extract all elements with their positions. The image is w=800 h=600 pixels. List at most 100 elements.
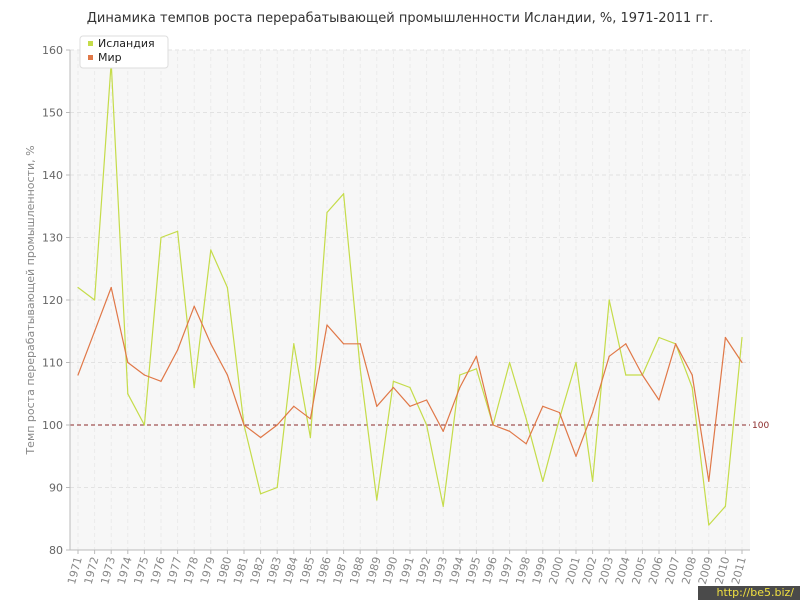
data-point-world <box>641 374 644 376</box>
data-point-iceland <box>409 386 411 389</box>
data-point-iceland <box>426 424 428 426</box>
series-group <box>77 61 743 526</box>
data-point-world <box>542 405 544 407</box>
grid <box>70 49 750 551</box>
data-point-world <box>293 405 295 407</box>
data-point-world <box>392 386 394 389</box>
data-point-world <box>724 336 727 339</box>
data-point-world <box>409 405 411 407</box>
data-point-world <box>376 405 378 407</box>
data-point-iceland <box>392 380 394 382</box>
y-axis-ticks: 80 90 100 110 120 130 140 150 160 <box>42 44 70 557</box>
y-tick-label: 160 <box>42 44 63 57</box>
data-point-iceland <box>226 286 228 289</box>
data-point-iceland <box>691 386 693 389</box>
data-point-world <box>475 355 477 357</box>
data-point-iceland <box>575 361 577 364</box>
y-axis-label: Темп роста перерабатывающей промышленнос… <box>24 145 37 455</box>
data-point-world <box>193 305 195 307</box>
y-tick-label: 120 <box>42 294 63 307</box>
reference-line: 100 <box>70 421 769 431</box>
legend-marker-iceland <box>88 41 93 46</box>
data-point-iceland <box>343 193 345 195</box>
y-tick-label: 80 <box>49 544 63 557</box>
data-point-iceland <box>293 343 295 345</box>
x-axis-ticks: 1971197219731974197519761977197819791980… <box>65 550 749 586</box>
data-point-iceland <box>376 499 378 501</box>
data-point-world <box>691 374 693 376</box>
data-point-iceland <box>442 505 444 507</box>
data-point-iceland <box>276 486 278 489</box>
data-point-world <box>177 349 179 351</box>
data-point-iceland <box>359 368 361 370</box>
data-point-world <box>459 386 461 389</box>
y-tick-label: 110 <box>42 357 63 370</box>
legend-marker-world <box>88 55 93 60</box>
data-point-world <box>94 330 96 332</box>
data-point-world <box>226 374 228 376</box>
data-point-iceland <box>509 361 511 364</box>
data-point-world <box>708 480 710 482</box>
data-point-world <box>525 443 527 445</box>
data-point-iceland <box>525 418 527 420</box>
data-point-world <box>359 343 361 345</box>
data-point-world <box>658 399 660 401</box>
data-point-world <box>326 324 328 326</box>
data-point-world <box>276 424 278 426</box>
data-point-world <box>608 355 610 357</box>
legend-box <box>79 35 169 69</box>
data-point-world <box>558 411 561 414</box>
data-point-world <box>442 430 444 432</box>
data-point-iceland <box>143 424 145 426</box>
data-point-world <box>426 399 428 401</box>
data-point-iceland <box>127 393 129 395</box>
data-point-world <box>243 424 245 426</box>
watermark-banner: http://be5.biz/ <box>698 586 800 600</box>
data-point-iceland <box>608 299 610 301</box>
chart-title: Динамика темпов роста перерабатывающей п… <box>87 11 714 26</box>
data-point-world <box>625 343 627 345</box>
y-tick-label: 140 <box>42 169 63 182</box>
legend-label-iceland: Исландия <box>98 37 155 50</box>
data-point-iceland <box>193 386 195 389</box>
y-tick-label: 90 <box>49 482 63 495</box>
reference-line-label: 100 <box>752 421 769 431</box>
data-point-iceland <box>77 286 79 289</box>
data-point-world <box>143 374 145 376</box>
data-point-iceland <box>708 524 710 526</box>
data-point-iceland <box>658 336 660 339</box>
data-point-world <box>675 343 677 345</box>
data-point-world <box>127 361 129 364</box>
data-point-world <box>741 361 743 364</box>
data-point-world <box>210 343 212 345</box>
data-point-iceland <box>475 368 477 370</box>
data-point-world <box>309 418 311 420</box>
legend-label-world: Мир <box>98 51 122 64</box>
data-point-world <box>110 286 112 289</box>
data-point-iceland <box>309 436 311 439</box>
data-point-world <box>260 436 262 439</box>
data-point-iceland <box>94 299 96 301</box>
data-point-iceland <box>177 230 179 232</box>
data-point-iceland <box>542 480 544 482</box>
data-point-iceland <box>459 374 461 376</box>
data-point-world <box>492 424 494 426</box>
data-point-iceland <box>724 505 727 507</box>
data-point-iceland <box>160 236 162 239</box>
data-point-world <box>592 411 594 414</box>
data-point-world <box>575 455 577 457</box>
watermark-text: http://be5.biz/ <box>716 586 794 599</box>
data-point-world <box>509 430 511 432</box>
y-tick-label: 130 <box>42 232 63 245</box>
data-point-iceland <box>558 418 561 420</box>
data-point-iceland <box>625 374 627 376</box>
data-point-world <box>343 343 345 345</box>
data-point-iceland <box>260 493 262 495</box>
data-point-world <box>160 380 162 382</box>
data-point-iceland <box>326 211 328 214</box>
data-point-iceland <box>741 336 743 339</box>
data-point-world <box>77 374 79 376</box>
data-point-iceland <box>592 480 594 482</box>
